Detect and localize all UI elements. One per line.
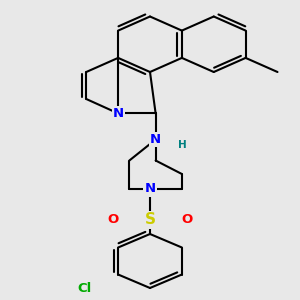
Text: N: N bbox=[144, 182, 156, 196]
Text: H: H bbox=[178, 140, 187, 151]
Text: O: O bbox=[107, 213, 118, 226]
Text: N: N bbox=[112, 107, 124, 120]
Text: S: S bbox=[145, 212, 155, 227]
Text: Cl: Cl bbox=[77, 281, 92, 295]
Text: O: O bbox=[182, 213, 193, 226]
Text: N: N bbox=[150, 133, 161, 146]
